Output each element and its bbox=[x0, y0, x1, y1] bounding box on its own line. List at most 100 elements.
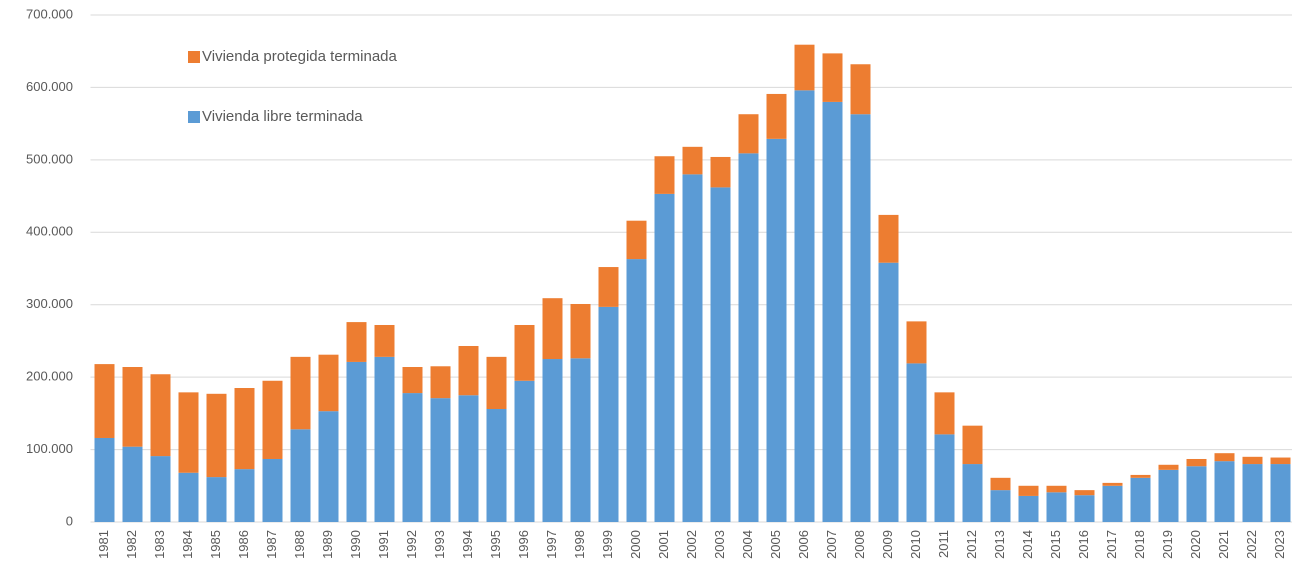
bar-segment bbox=[738, 114, 759, 154]
bar-segment bbox=[1130, 474, 1151, 478]
bar-segment bbox=[178, 472, 199, 522]
x-tick-label: 2004 bbox=[740, 530, 755, 559]
x-tick-label: 2022 bbox=[1244, 530, 1259, 559]
bar-segment bbox=[1074, 490, 1095, 496]
x-tick-label: 1997 bbox=[544, 530, 559, 559]
bar-segment bbox=[374, 356, 395, 522]
bar-segment bbox=[934, 392, 955, 435]
bar-segment bbox=[346, 361, 367, 522]
x-tick-label: 1987 bbox=[264, 530, 279, 559]
bar-segment bbox=[738, 153, 759, 523]
x-tick-label: 1986 bbox=[236, 530, 251, 559]
y-tick-label: 200.000 bbox=[26, 369, 73, 384]
bar-segment bbox=[794, 44, 815, 91]
x-tick-label: 2017 bbox=[1104, 530, 1119, 559]
bar-segment bbox=[1130, 477, 1151, 522]
bar-segment bbox=[1046, 492, 1067, 522]
x-tick-label: 1981 bbox=[96, 530, 111, 559]
bar-segment bbox=[1270, 464, 1291, 522]
x-tick-label: 1994 bbox=[460, 530, 475, 559]
bar-segment bbox=[906, 321, 927, 364]
legend-swatch bbox=[188, 51, 200, 63]
bar-segment bbox=[206, 477, 227, 522]
bar-segment bbox=[1242, 456, 1263, 465]
bar-segment bbox=[962, 464, 983, 522]
bar-segment bbox=[1046, 485, 1067, 493]
bar-segment bbox=[318, 354, 339, 412]
x-tick-label: 2006 bbox=[796, 530, 811, 559]
bar-segment bbox=[430, 398, 451, 522]
x-tick-label: 2019 bbox=[1160, 530, 1175, 559]
bar-segment bbox=[1214, 461, 1235, 522]
x-tick-label: 1982 bbox=[124, 530, 139, 559]
x-tick-label: 2009 bbox=[880, 530, 895, 559]
bar-segment bbox=[878, 262, 899, 522]
bar-segment bbox=[766, 138, 787, 523]
bar-segment bbox=[598, 306, 619, 522]
bar-segment bbox=[486, 409, 507, 522]
x-tick-label: 2016 bbox=[1076, 530, 1091, 559]
bar-segment bbox=[1242, 464, 1263, 522]
bar-segment bbox=[878, 214, 899, 263]
bar-segment bbox=[262, 380, 283, 459]
bar-segment bbox=[150, 456, 171, 522]
bar-segment bbox=[850, 114, 871, 522]
bar-segment bbox=[542, 359, 563, 522]
bar-segment bbox=[1074, 495, 1095, 522]
x-tick-label: 2007 bbox=[824, 530, 839, 559]
bar-segment bbox=[626, 259, 647, 522]
legend-label: Vivienda libre terminada bbox=[202, 108, 363, 125]
bar-segment bbox=[318, 411, 339, 522]
bar-segment bbox=[94, 364, 115, 438]
bar-segment bbox=[150, 374, 171, 457]
y-tick-label: 500.000 bbox=[26, 151, 73, 166]
bar-segment bbox=[682, 174, 703, 523]
bar-segment bbox=[402, 393, 423, 522]
bar-segment bbox=[1102, 485, 1123, 522]
bar-segment bbox=[598, 267, 619, 307]
x-tick-label: 2020 bbox=[1188, 530, 1203, 559]
x-tick-label: 1989 bbox=[320, 530, 335, 559]
bar-segment bbox=[122, 367, 143, 447]
x-tick-label: 2003 bbox=[712, 530, 727, 559]
x-tick-label: 2015 bbox=[1048, 530, 1063, 559]
bar-segment bbox=[794, 90, 815, 522]
x-tick-label: 1991 bbox=[376, 530, 391, 559]
x-tick-label: 2023 bbox=[1272, 530, 1287, 559]
bar-segment bbox=[1186, 466, 1207, 522]
bar-segment bbox=[710, 187, 731, 522]
bar-segment bbox=[654, 193, 675, 523]
bar-segment bbox=[514, 324, 535, 381]
bar-segment bbox=[234, 388, 255, 470]
bar-segment bbox=[990, 490, 1011, 522]
x-tick-label: 1984 bbox=[180, 530, 195, 559]
bar-segment bbox=[906, 363, 927, 522]
bar-segment bbox=[1214, 453, 1235, 462]
bar-segment bbox=[990, 477, 1011, 491]
x-tick-label: 1998 bbox=[572, 530, 587, 559]
x-tick-label: 2018 bbox=[1132, 530, 1147, 559]
y-tick-label: 300.000 bbox=[26, 296, 73, 311]
bar-segment bbox=[486, 356, 507, 410]
x-tick-label: 2000 bbox=[628, 530, 643, 559]
x-tick-label: 1999 bbox=[600, 530, 615, 559]
x-tick-label: 2001 bbox=[656, 530, 671, 559]
bar-segment bbox=[514, 380, 535, 522]
x-tick-label: 1985 bbox=[208, 530, 223, 559]
bar-segment bbox=[402, 367, 423, 394]
bar-segment bbox=[850, 64, 871, 115]
x-tick-label: 1993 bbox=[432, 530, 447, 559]
bar-segment bbox=[766, 93, 787, 139]
bar-segment bbox=[1102, 482, 1123, 486]
bar-segment bbox=[1158, 464, 1179, 470]
bar-segment bbox=[626, 220, 647, 260]
bar-segment bbox=[290, 429, 311, 522]
bar-segment bbox=[934, 434, 955, 522]
bar-segment bbox=[262, 458, 283, 522]
bar-segment bbox=[206, 393, 227, 478]
bar-segment bbox=[94, 437, 115, 522]
x-tick-label: 2010 bbox=[908, 530, 923, 559]
bar-segment bbox=[1186, 458, 1207, 467]
bar-segment bbox=[458, 345, 479, 396]
